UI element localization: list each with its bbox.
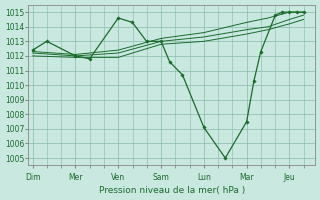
X-axis label: Pression niveau de la mer( hPa ): Pression niveau de la mer( hPa ) xyxy=(99,186,245,195)
